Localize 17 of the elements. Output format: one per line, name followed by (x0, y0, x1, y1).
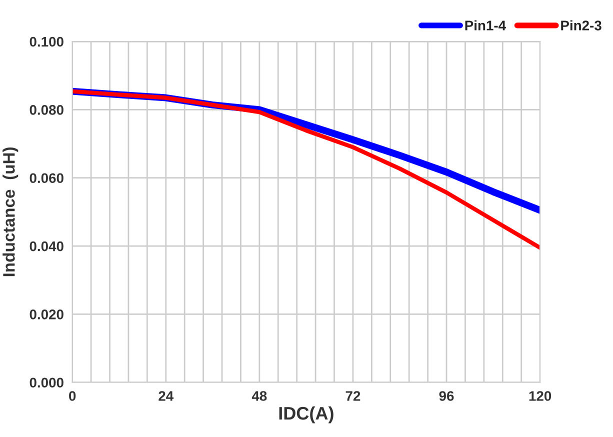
y-tick-label: 0.000 (30, 378, 64, 388)
x-tick-label: 48 (252, 391, 267, 401)
x-tick-label: 0 (69, 391, 76, 401)
x-axis-title: IDC(A) (279, 406, 334, 424)
x-tick-label: 72 (346, 391, 360, 401)
x-tick-label: 24 (158, 391, 174, 401)
legend-label: Pin1-4 (465, 20, 506, 30)
y-tick-label: 0.080 (30, 105, 64, 115)
y-tick-label: 0.060 (30, 173, 64, 184)
x-tick-label: 120 (529, 391, 552, 401)
y-axis-title: Inductance (uH) (2, 147, 18, 276)
line-series (72, 89, 540, 250)
y-tick-label: 0.020 (30, 310, 64, 320)
legend-label: Pin2-3 (561, 20, 602, 30)
x-tick-label: 96 (439, 391, 454, 401)
y-tick-label: 0.040 (30, 241, 64, 252)
y-tick-label: 0.100 (30, 36, 64, 47)
